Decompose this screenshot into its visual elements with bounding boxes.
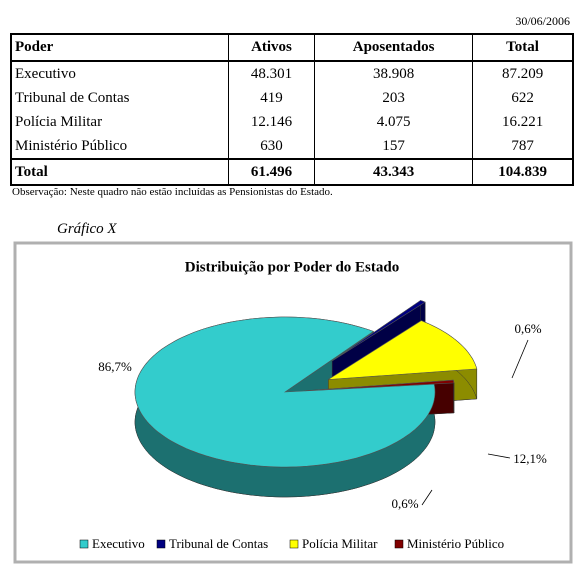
caption: Gráfico X: [57, 221, 117, 237]
data-label: 86,7%: [98, 359, 132, 374]
slice: [304, 379, 455, 392]
note: Observação: Neste quadro não estão inclu…: [12, 186, 333, 198]
table-cell: 12.146: [227, 110, 316, 134]
date: 30/06/2006: [515, 14, 570, 28]
leader-line: [421, 489, 433, 506]
legend-swatch: [394, 539, 404, 549]
legend-swatch: [79, 539, 89, 549]
table-cell: 203: [313, 86, 474, 110]
legend-swatch: [289, 539, 299, 549]
table-row: Executivo 48.301 38.908 87.209: [10, 61, 574, 86]
table-cell: 630: [227, 134, 316, 159]
table-cell: 48.301: [227, 61, 316, 86]
total-row: Total 61.496 43.343 104.839: [10, 158, 574, 185]
total-cell: 61.496: [227, 158, 316, 185]
slice-wall: [453, 380, 455, 413]
header-cell: Total: [472, 34, 574, 62]
legend-label: Polícia Militar: [302, 536, 378, 551]
chart-title: Distribuição por Poder do Estado: [185, 259, 399, 275]
table-cell: 4.075: [313, 110, 474, 134]
header-row: Poder Ativos Aposentados Total: [10, 34, 574, 62]
data-table: Poder Ativos Aposentados Total Executivo 48.3…: [10, 33, 574, 186]
legend-label: Executivo: [92, 536, 145, 551]
table-row: Polícia Militar 12.146 4.075 16.221: [10, 110, 574, 134]
leader-line: [487, 453, 511, 459]
total-cell: Total: [10, 158, 229, 185]
slice: [332, 300, 426, 362]
table-cell: Tribunal de Contas: [10, 86, 229, 110]
slice: [134, 316, 436, 468]
table-row: Tribunal de Contas 419 203 622: [10, 86, 574, 110]
table-cell: 419: [227, 86, 316, 110]
header-cell: Ativos: [227, 34, 316, 62]
header-cell: Poder: [10, 34, 229, 62]
table-cell: Ministério Público: [10, 134, 229, 159]
total-cell: 104.839: [472, 158, 574, 185]
table-row: Ministério Público 630 157 787: [10, 134, 574, 159]
total-cell: 43.343: [313, 158, 474, 185]
table-cell: Executivo: [10, 61, 229, 86]
table-cell: Polícia Militar: [10, 110, 229, 134]
legend-swatch: [156, 539, 166, 549]
table-cell: 622: [472, 86, 574, 110]
legend-label: Ministério Público: [407, 536, 504, 551]
legend-label: Tribunal de Contas: [169, 536, 268, 551]
table-cell: 787: [472, 134, 574, 159]
table-cell: 16.221: [472, 110, 574, 134]
leader-line: [511, 339, 529, 379]
table-cell: 87.209: [472, 61, 574, 86]
table-cell: 38.908: [313, 61, 474, 86]
table-cell: 157: [313, 134, 474, 159]
data-label: 0,6%: [514, 321, 541, 336]
data-label: 0,6%: [391, 496, 418, 511]
data-label: 12,1%: [513, 451, 547, 466]
slice: [328, 320, 478, 380]
header-cell: Aposentados: [313, 34, 474, 62]
